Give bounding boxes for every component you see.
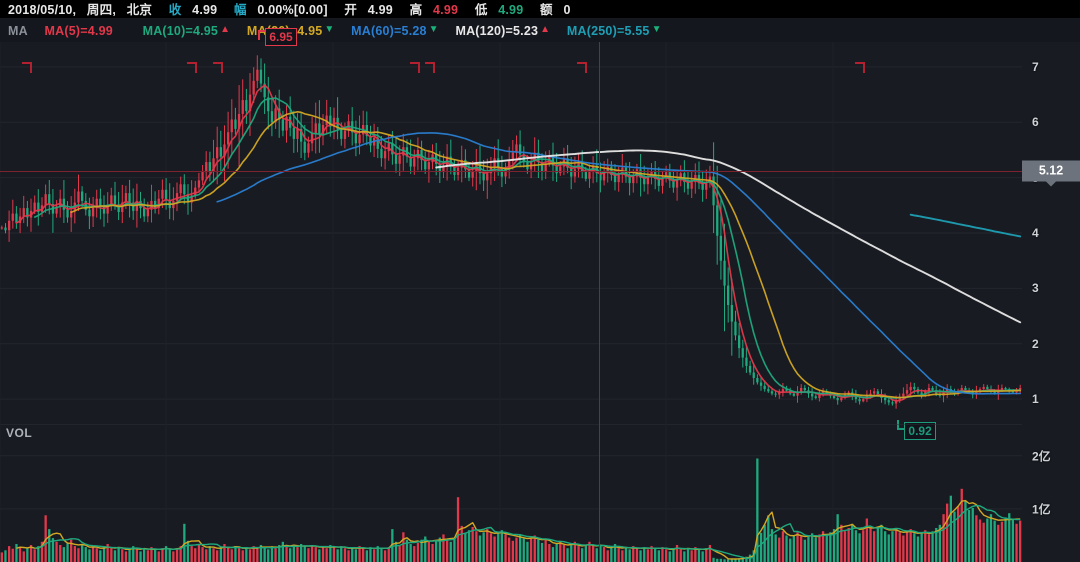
low-value: 4.99 [498, 2, 524, 17]
ma-20-arrow-icon: ▼ [324, 23, 335, 35]
volume-axis-tick-0: 2亿 [1032, 449, 1051, 464]
quote-header: 2018/05/10, 周四, 北京 收 4.99 幅 0.00%[0.00] … [0, 0, 1080, 18]
ma-60-arrow-icon: ▼ [428, 23, 439, 35]
local-high-tick-icon [187, 62, 197, 73]
ma-5-label[interactable]: MA(5)=4.99 [44, 23, 113, 38]
low-label: 低 [474, 2, 488, 17]
price-axis-tick-6: 6 [1032, 115, 1039, 129]
change-value: 0.00%[0.00] [257, 2, 328, 17]
high-label: 高 [409, 2, 423, 17]
ma-10-arrow-icon: ▲ [220, 23, 231, 35]
local-high-tick-icon [425, 62, 435, 73]
ma-250-arrow-icon: ▼ [651, 23, 662, 35]
quote-market: 北京 [126, 2, 153, 17]
current-price-badge[interactable]: 5.12 [1022, 160, 1080, 187]
price-panel[interactable]: 6.95 0.92 [0, 27, 1022, 440]
volume-panel[interactable]: VOL [0, 424, 1022, 562]
ma-header: MA MA(5)=4.99 MA(10)=4.95▲ MA(20)=4.95▼ … [0, 18, 1080, 42]
high-value: 4.99 [433, 2, 459, 17]
ma-250-label[interactable]: MA(250)=5.55 [566, 23, 650, 38]
quote-weekday: 周四, [86, 2, 116, 17]
amount-value: 0 [563, 2, 571, 17]
close-label: 收 [168, 2, 182, 17]
price-axis-tick-3: 3 [1032, 281, 1039, 295]
ma-60-label[interactable]: MA(60)=5.28 [351, 23, 427, 38]
local-high-tick-icon [213, 62, 223, 73]
ma-120-label[interactable]: MA(120)=5.23 [455, 23, 539, 38]
close-value: 4.99 [192, 2, 218, 17]
local-high-tick-icon [855, 62, 865, 73]
ma-title: MA [8, 23, 28, 38]
open-label: 开 [344, 2, 358, 17]
high-price-label: 6.95 [265, 27, 297, 46]
price-axis-tick-4: 4 [1032, 226, 1039, 240]
volume-canvas [0, 424, 1022, 562]
volume-panel-label: VOL [6, 426, 33, 440]
price-axis-tick-7: 7 [1032, 60, 1039, 74]
crosshair-vertical-line [599, 42, 600, 562]
ma-120-arrow-icon: ▲ [540, 23, 551, 35]
low-marker-elbow-icon [897, 419, 907, 430]
price-axis[interactable]: 76543212亿1亿5.12 [1022, 42, 1080, 562]
price-axis-tick-2: 2 [1032, 337, 1039, 351]
ma-10-label[interactable]: MA(10)=4.95 [142, 23, 219, 38]
amount-label: 额 [540, 2, 553, 17]
open-value: 4.99 [367, 2, 393, 17]
low-price-label: 0.92 [904, 421, 936, 440]
quote-date: 2018/05/10, [8, 2, 77, 17]
high-marker-elbow-icon [258, 29, 268, 40]
local-high-tick-icon [410, 62, 420, 73]
current-price-line [0, 171, 1022, 172]
change-label: 幅 [234, 2, 247, 17]
local-high-tick-icon [22, 62, 32, 73]
volume-axis-tick-1: 1亿 [1032, 502, 1051, 517]
local-high-tick-icon [577, 62, 587, 73]
price-canvas [0, 42, 1022, 424]
price-axis-tick-1: 1 [1032, 392, 1039, 406]
